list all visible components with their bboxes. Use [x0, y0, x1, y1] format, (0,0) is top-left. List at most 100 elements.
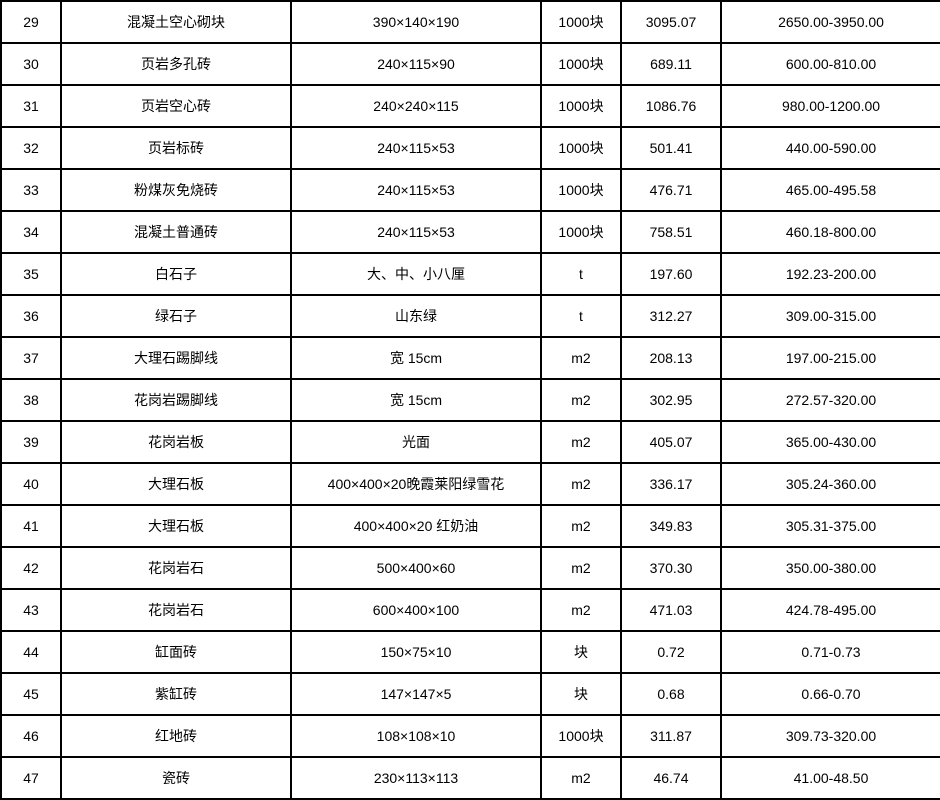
- cell-unit: 1000块: [541, 715, 621, 757]
- cell-range: 424.78-495.00: [721, 589, 940, 631]
- cell-price: 471.03: [621, 589, 721, 631]
- cell-name: 粉煤灰免烧砖: [61, 169, 291, 211]
- cell-price: 758.51: [621, 211, 721, 253]
- cell-unit: m2: [541, 589, 621, 631]
- cell-unit: 1000块: [541, 1, 621, 43]
- cell-spec: 600×400×100: [291, 589, 541, 631]
- cell-spec: 230×113×113: [291, 757, 541, 799]
- cell-id: 43: [1, 589, 61, 631]
- table-row: 32页岩标砖240×115×531000块501.41440.00-590.00: [1, 127, 940, 169]
- cell-id: 32: [1, 127, 61, 169]
- cell-name: 大理石板: [61, 505, 291, 547]
- cell-id: 33: [1, 169, 61, 211]
- cell-unit: m2: [541, 421, 621, 463]
- cell-range: 2650.00-3950.00: [721, 1, 940, 43]
- cell-range: 460.18-800.00: [721, 211, 940, 253]
- materials-table-container: 29混凝土空心砌块390×140×1901000块3095.072650.00-…: [0, 0, 940, 800]
- cell-id: 37: [1, 337, 61, 379]
- cell-price: 689.11: [621, 43, 721, 85]
- cell-id: 47: [1, 757, 61, 799]
- cell-range: 309.00-315.00: [721, 295, 940, 337]
- cell-name: 花岗岩板: [61, 421, 291, 463]
- cell-range: 440.00-590.00: [721, 127, 940, 169]
- cell-price: 0.68: [621, 673, 721, 715]
- cell-name: 红地砖: [61, 715, 291, 757]
- cell-unit: m2: [541, 463, 621, 505]
- cell-spec: 240×240×115: [291, 85, 541, 127]
- cell-id: 41: [1, 505, 61, 547]
- cell-price: 1086.76: [621, 85, 721, 127]
- cell-name: 页岩标砖: [61, 127, 291, 169]
- table-row: 37大理石踢脚线宽 15cmm2208.13197.00-215.00: [1, 337, 940, 379]
- table-row: 29混凝土空心砌块390×140×1901000块3095.072650.00-…: [1, 1, 940, 43]
- cell-id: 39: [1, 421, 61, 463]
- cell-id: 34: [1, 211, 61, 253]
- cell-price: 312.27: [621, 295, 721, 337]
- cell-price: 302.95: [621, 379, 721, 421]
- cell-price: 405.07: [621, 421, 721, 463]
- cell-name: 绿石子: [61, 295, 291, 337]
- cell-price: 197.60: [621, 253, 721, 295]
- cell-name: 页岩多孔砖: [61, 43, 291, 85]
- cell-id: 30: [1, 43, 61, 85]
- cell-name: 花岗岩石: [61, 547, 291, 589]
- cell-price: 0.72: [621, 631, 721, 673]
- cell-spec: 500×400×60: [291, 547, 541, 589]
- cell-range: 600.00-810.00: [721, 43, 940, 85]
- table-row: 42花岗岩石500×400×60m2370.30350.00-380.00: [1, 547, 940, 589]
- table-row: 31页岩空心砖240×240×1151000块1086.76980.00-120…: [1, 85, 940, 127]
- cell-range: 350.00-380.00: [721, 547, 940, 589]
- cell-spec: 240×115×53: [291, 169, 541, 211]
- cell-unit: t: [541, 253, 621, 295]
- cell-unit: 1000块: [541, 169, 621, 211]
- cell-spec: 108×108×10: [291, 715, 541, 757]
- cell-name: 紫缸砖: [61, 673, 291, 715]
- cell-unit: 1000块: [541, 211, 621, 253]
- cell-range: 0.71-0.73: [721, 631, 940, 673]
- cell-name: 大理石板: [61, 463, 291, 505]
- table-row: 40大理石板400×400×20晚霞莱阳绿雪花m2336.17305.24-36…: [1, 463, 940, 505]
- cell-price: 46.74: [621, 757, 721, 799]
- cell-price: 476.71: [621, 169, 721, 211]
- cell-price: 501.41: [621, 127, 721, 169]
- cell-spec: 150×75×10: [291, 631, 541, 673]
- table-row: 41大理石板400×400×20 红奶油m2349.83305.31-375.0…: [1, 505, 940, 547]
- cell-range: 305.31-375.00: [721, 505, 940, 547]
- table-row: 44缸面砖150×75×10块0.720.71-0.73: [1, 631, 940, 673]
- table-row: 33粉煤灰免烧砖240×115×531000块476.71465.00-495.…: [1, 169, 940, 211]
- cell-unit: m2: [541, 505, 621, 547]
- cell-price: 311.87: [621, 715, 721, 757]
- table-row: 47瓷砖230×113×113m246.7441.00-48.50: [1, 757, 940, 799]
- cell-name: 混凝土普通砖: [61, 211, 291, 253]
- cell-spec: 240×115×90: [291, 43, 541, 85]
- cell-range: 309.73-320.00: [721, 715, 940, 757]
- cell-id: 44: [1, 631, 61, 673]
- cell-spec: 宽 15cm: [291, 379, 541, 421]
- cell-spec: 400×400×20 红奶油: [291, 505, 541, 547]
- cell-name: 瓷砖: [61, 757, 291, 799]
- cell-name: 白石子: [61, 253, 291, 295]
- cell-price: 349.83: [621, 505, 721, 547]
- cell-unit: m2: [541, 337, 621, 379]
- cell-id: 29: [1, 1, 61, 43]
- cell-name: 花岗岩石: [61, 589, 291, 631]
- table-row: 39花岗岩板光面m2405.07365.00-430.00: [1, 421, 940, 463]
- cell-unit: 1000块: [541, 43, 621, 85]
- cell-range: 0.66-0.70: [721, 673, 940, 715]
- materials-table: 29混凝土空心砌块390×140×1901000块3095.072650.00-…: [0, 0, 940, 800]
- cell-price: 208.13: [621, 337, 721, 379]
- cell-id: 40: [1, 463, 61, 505]
- cell-spec: 147×147×5: [291, 673, 541, 715]
- cell-name: 花岗岩踢脚线: [61, 379, 291, 421]
- cell-unit: m2: [541, 379, 621, 421]
- cell-id: 35: [1, 253, 61, 295]
- cell-spec: 大、中、小八厘: [291, 253, 541, 295]
- cell-id: 45: [1, 673, 61, 715]
- cell-range: 272.57-320.00: [721, 379, 940, 421]
- cell-range: 197.00-215.00: [721, 337, 940, 379]
- table-row: 45紫缸砖147×147×5块0.680.66-0.70: [1, 673, 940, 715]
- cell-id: 46: [1, 715, 61, 757]
- cell-id: 36: [1, 295, 61, 337]
- cell-spec: 400×400×20晚霞莱阳绿雪花: [291, 463, 541, 505]
- cell-unit: 块: [541, 631, 621, 673]
